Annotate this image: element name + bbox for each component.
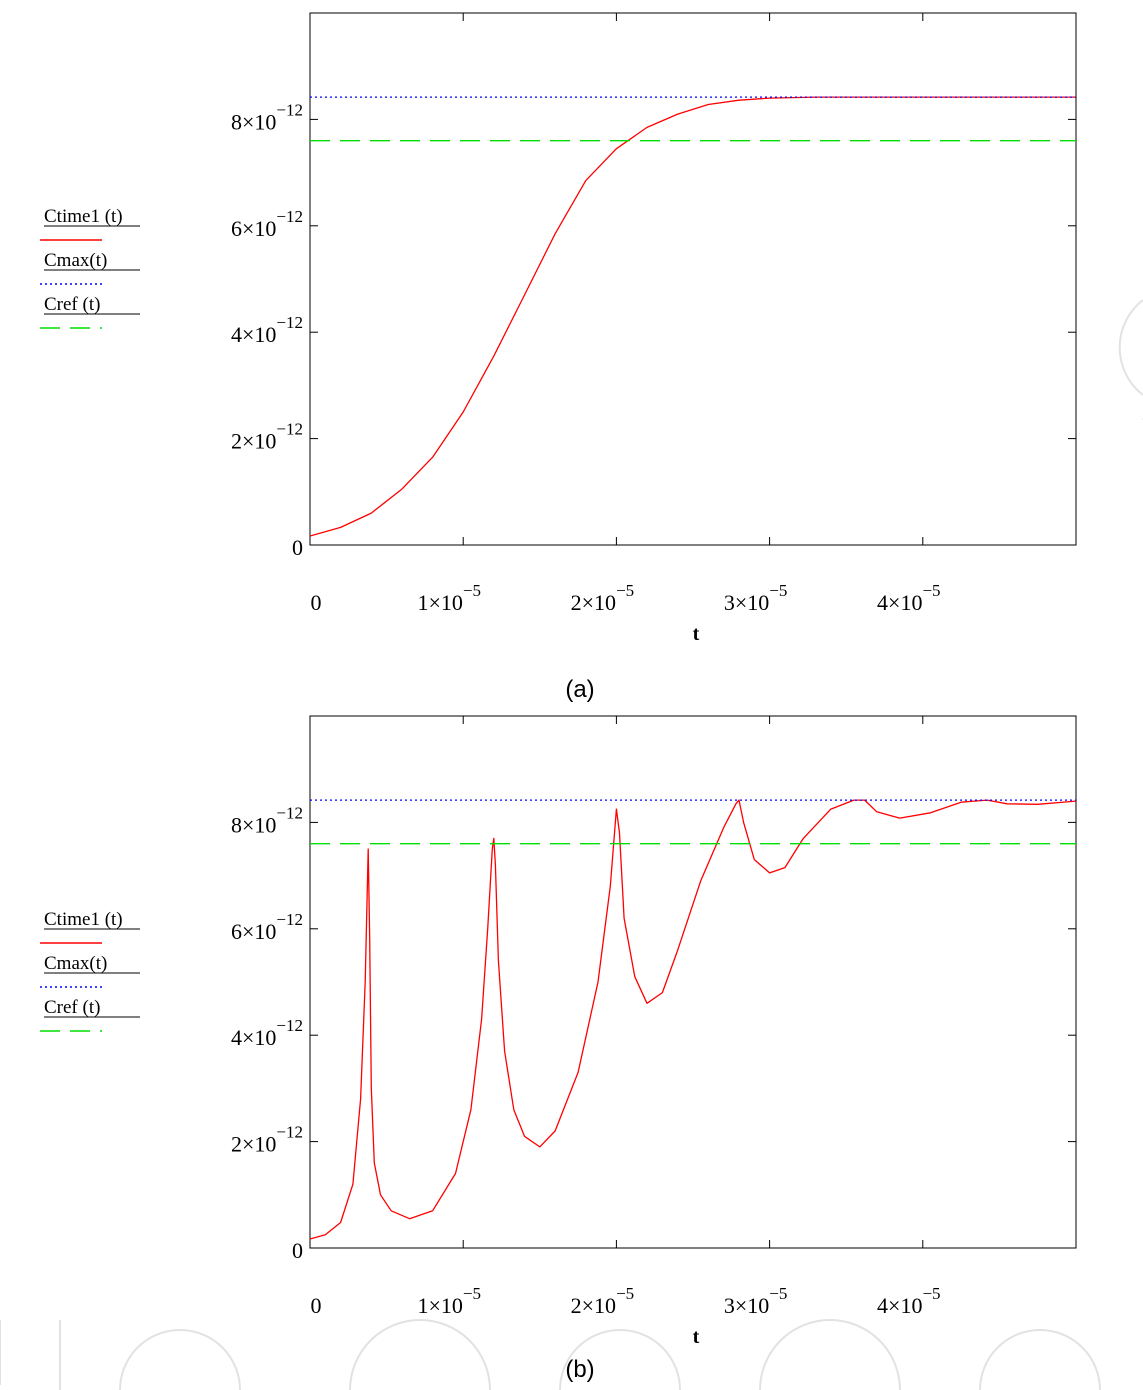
x-tick-label: 0 <box>311 1293 322 1318</box>
y-tick-label: 2×10−12 <box>231 1123 303 1157</box>
watermark-arc <box>979 1329 1101 1390</box>
series-layer <box>310 799 1076 1240</box>
series-line-ctime1-t <box>310 96 1076 537</box>
y-tick-label: 6×10−12 <box>231 910 303 944</box>
watermark-arc <box>759 1319 901 1390</box>
watermark-arc <box>1118 299 1143 396</box>
x-tick-label: 4×10−5 <box>877 1284 941 1318</box>
y-tick-label: 6×10−12 <box>231 207 303 241</box>
legend-label: Cmax(t) <box>44 953 107 974</box>
y-tick-label: 4×10−12 <box>231 1016 303 1050</box>
x-tick-label: 0 <box>311 590 322 615</box>
series-line-ctime1-t <box>310 799 1076 1240</box>
figure-caption: (a) <box>565 676 594 703</box>
x-tick-label: 2×10−5 <box>571 1284 635 1318</box>
y-tick-label: 4×10−12 <box>231 313 303 347</box>
x-tick-label: 3×10−5 <box>724 581 788 615</box>
series-layer <box>310 96 1076 537</box>
legend-label: Ctime1 (t) <box>44 206 123 227</box>
y-tick-label: 0 <box>292 535 303 560</box>
y-tick-label: 2×10−12 <box>231 420 303 454</box>
y-tick-label: 8×10−12 <box>231 803 303 837</box>
legend-label: Cref (t) <box>44 997 100 1018</box>
y-tick-label: 8×10−12 <box>231 100 303 134</box>
x-tick-label: 1×10−5 <box>417 1284 481 1318</box>
watermark-arc <box>119 1329 241 1390</box>
x-tick-label: 2×10−5 <box>571 581 635 615</box>
chart-panel-a: 0 1×10−5 2×10−5 3×10−5 4×10−5 0 2×10−12 4×10−12… <box>40 12 1077 703</box>
watermark-arcs <box>0 299 1143 1390</box>
legend-label: Ctime1 (t) <box>44 909 123 930</box>
x-tick-label: 1×10−5 <box>417 581 481 615</box>
legend-label: Cref (t) <box>44 294 100 315</box>
figure-caption: (b) <box>565 1356 594 1383</box>
legend-label: Cmax(t) <box>44 250 107 271</box>
chart-panel-b: 0 1×10−5 2×10−5 3×10−5 4×10−5 0 2×10−12 4×10−12… <box>40 715 1077 1383</box>
x-axis-label: t <box>693 1326 700 1348</box>
plot-frame <box>309 715 1077 1249</box>
watermark-arc <box>559 1329 681 1390</box>
x-tick-label: 4×10−5 <box>877 581 941 615</box>
watermark-arc <box>349 1319 491 1390</box>
x-axis-label: t <box>693 623 700 645</box>
y-tick-label: 0 <box>292 1238 303 1263</box>
plot-frame <box>309 12 1077 546</box>
x-tick-label: 3×10−5 <box>724 1284 788 1318</box>
